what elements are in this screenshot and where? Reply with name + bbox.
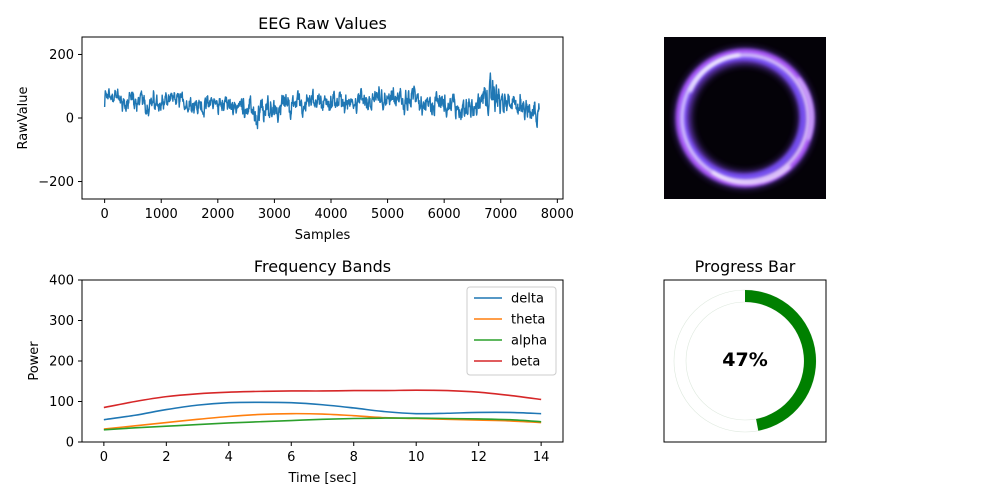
eeg-series-line xyxy=(103,72,540,130)
bands-series-line-theta xyxy=(103,412,542,430)
bands-chart-title: Frequency Bands xyxy=(254,257,391,276)
bands-x-tick-label: 8 xyxy=(350,450,358,465)
ring-bright-core xyxy=(680,53,810,183)
bands-series-line-beta xyxy=(103,389,542,409)
bands-y-label: Power xyxy=(27,341,42,381)
legend-label-alpha: alpha xyxy=(511,334,547,349)
bands-x-label: Time [sec] xyxy=(287,471,356,486)
glowing-ring-image xyxy=(664,37,826,199)
eeg-x-tick-label: 8000 xyxy=(541,207,574,222)
eeg-x-tick-label: 1000 xyxy=(145,207,178,222)
eeg-chart-title: EEG Raw Values xyxy=(258,14,387,33)
eeg-x-tick-label: 7000 xyxy=(484,207,517,222)
bands-x-tick-label: 0 xyxy=(100,450,108,465)
bands-x-tick-label: 14 xyxy=(533,450,550,465)
bands-series-line-alpha xyxy=(103,417,542,431)
legend-frame xyxy=(466,286,557,376)
progress-percent-label: 47% xyxy=(722,349,767,371)
progress-ring xyxy=(673,289,817,433)
eeg-x-tick-label: 2000 xyxy=(201,207,234,222)
bands-y-tick-label: 200 xyxy=(49,355,74,370)
progress-chart: Progress Bar 47% xyxy=(663,257,827,443)
eeg-x-tick-label: 3000 xyxy=(258,207,291,222)
eeg-x-label: Samples xyxy=(295,228,351,243)
bands-plot-area xyxy=(103,389,542,431)
eeg-x-tick-label: 4000 xyxy=(314,207,347,222)
eeg-axes-frame xyxy=(81,36,564,200)
bands-x-tick-label: 6 xyxy=(287,450,295,465)
bands-x-tick-label: 10 xyxy=(408,450,425,465)
bands-y-axis: 0 100 200 300 400 xyxy=(49,274,82,451)
legend-label-delta: delta xyxy=(511,292,544,307)
ring-highlight-bottom xyxy=(711,164,792,185)
bands-y-tick-label: 0 xyxy=(66,436,74,451)
bands-x-tick-label: 2 xyxy=(162,450,170,465)
image-background xyxy=(664,37,826,199)
bands-x-axis: 0 2 4 6 8 10 12 14 xyxy=(100,442,550,465)
progress-filled-arc xyxy=(745,290,816,431)
legend-label-theta: theta xyxy=(511,313,545,328)
legend-label-beta: beta xyxy=(511,355,540,370)
ring-highlight-left xyxy=(688,53,741,93)
eeg-x-tick-label: 6000 xyxy=(428,207,461,222)
bands-x-tick-label: 12 xyxy=(470,450,487,465)
bands-x-tick-label: 4 xyxy=(225,450,233,465)
ring-highlight-right xyxy=(796,77,814,141)
eeg-y-label: RawValue xyxy=(16,86,31,149)
eeg-x-axis: 0 1000 2000 3000 4000 5000 6000 7000 8000 xyxy=(100,199,574,222)
progress-axes-frame xyxy=(663,279,827,443)
eeg-y-tick-label: −200 xyxy=(38,175,74,190)
eeg-plot-area xyxy=(103,72,540,130)
eeg-y-axis: 200 0 −200 xyxy=(38,48,82,190)
progress-chart-title: Progress Bar xyxy=(695,257,796,276)
eeg-x-tick-label: 0 xyxy=(100,207,108,222)
eeg-chart: EEG Raw Values 0 1000 2000 3000 4000 5000 6000… xyxy=(16,14,574,243)
bands-y-tick-label: 100 xyxy=(49,395,74,410)
eeg-y-tick-label: 200 xyxy=(49,48,74,63)
bands-series-line-delta xyxy=(103,401,542,421)
frequency-bands-chart: Frequency Bands 0 2 4 6 8 10 12 14 0 100 200 300 40… xyxy=(27,257,564,486)
bands-legend: delta theta alpha beta xyxy=(466,286,557,376)
bands-y-tick-label: 300 xyxy=(49,314,74,329)
eeg-x-tick-label: 5000 xyxy=(371,207,404,222)
eeg-y-tick-label: 0 xyxy=(66,112,74,127)
bands-y-tick-label: 400 xyxy=(49,274,74,289)
